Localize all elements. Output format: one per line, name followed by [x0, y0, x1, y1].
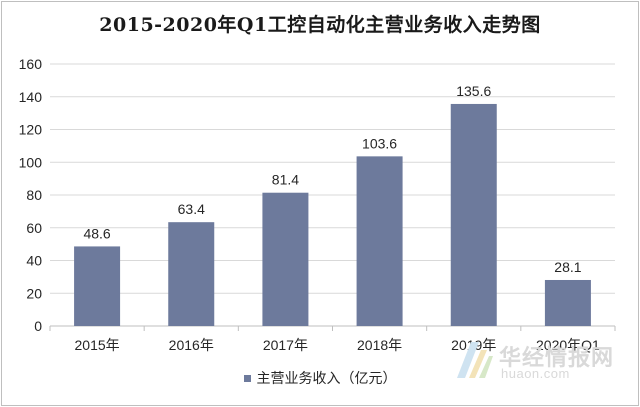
- data-label: 103.6: [362, 135, 397, 151]
- y-tick-label: 100: [19, 154, 43, 170]
- chart-title: 2015-2020年Q1工控自动化主营业务收入走势图: [99, 14, 541, 36]
- legend-label: 主营业务收入（亿元）: [256, 370, 397, 386]
- gridlines: [50, 63, 615, 327]
- watermark-url: huaon.com: [501, 366, 570, 381]
- chart-legend: 主营业务收入（亿元）: [0, 368, 640, 388]
- x-tick-label: 2016年: [169, 337, 214, 353]
- data-labels: 48.6 63.4 81.4 103.6 135.6 28.1: [83, 83, 581, 275]
- y-tick-label: 140: [19, 89, 43, 105]
- y-tick-label: 60: [26, 220, 42, 236]
- y-tick-label: 20: [26, 285, 42, 301]
- bar: [168, 222, 215, 326]
- bar: [262, 192, 309, 326]
- legend-swatch: [243, 374, 251, 382]
- data-label: 28.1: [554, 259, 581, 275]
- x-tick-label: 2015年: [75, 337, 120, 353]
- bars: [74, 103, 591, 326]
- x-tick-label: 2018年: [357, 337, 402, 353]
- x-tick-label: 2020年Q1: [536, 337, 600, 353]
- y-tick-label: 80: [26, 187, 42, 203]
- bar: [450, 103, 497, 326]
- y-tick-label: 40: [26, 253, 42, 269]
- bar: [544, 279, 591, 326]
- bar: [356, 156, 403, 326]
- y-axis-ticks: 0 20 40 60 80 100 120 140 160: [19, 56, 43, 334]
- data-label: 48.6: [83, 225, 110, 241]
- data-label: 81.4: [272, 172, 299, 188]
- data-label: 135.6: [456, 83, 491, 99]
- bar: [74, 246, 121, 326]
- watermark-name: 华经情报网: [499, 345, 615, 370]
- watermark: 华经情报网 huaon.com: [457, 336, 633, 386]
- watermark-logo-icon: [457, 342, 493, 378]
- x-axis-ticks: 2015年2016年2017年2018年2019年2020年Q1: [49, 326, 616, 353]
- y-tick-label: 160: [19, 56, 43, 72]
- y-tick-label: 0: [34, 318, 42, 334]
- x-tick-label: 2017年: [263, 337, 308, 353]
- y-tick-label: 120: [19, 122, 43, 138]
- data-label: 63.4: [178, 201, 205, 217]
